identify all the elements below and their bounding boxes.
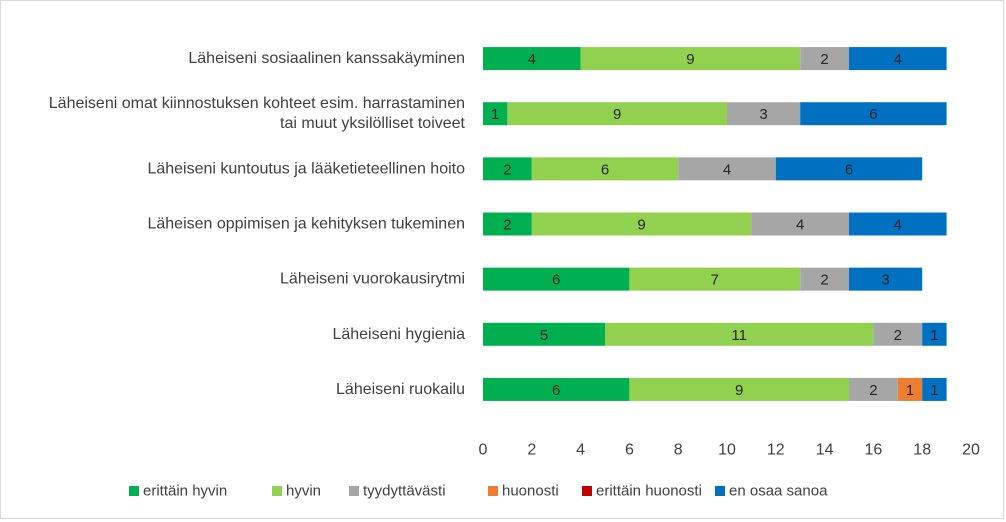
legend-swatch	[129, 486, 139, 496]
bar-segment	[849, 47, 947, 71]
legend-label: tyydyttävästi	[363, 483, 446, 500]
data-label: 6	[601, 161, 609, 178]
data-label: 9	[637, 217, 645, 234]
data-label: 2	[869, 382, 877, 399]
data-label: 7	[711, 272, 719, 289]
category-label: Läheiseni hygienia	[332, 326, 465, 343]
data-label: 2	[503, 161, 511, 178]
x-tick-label: 16	[865, 442, 883, 459]
legend-swatch	[349, 486, 359, 496]
legend-label: erittäin hyvin	[143, 483, 227, 500]
bar-segment	[727, 102, 801, 126]
bar-segment	[483, 322, 605, 346]
bar-segment	[580, 47, 801, 71]
category-label: Läheiseni sosiaalinen kanssakäyminen	[188, 50, 465, 67]
category-labels: Läheiseni sosiaalinen kanssakäyminen Lähe…	[49, 50, 466, 398]
bar-segment	[483, 157, 532, 181]
data-label: 6	[552, 272, 560, 289]
bar-segment	[629, 267, 801, 291]
data-label: 3	[759, 106, 767, 123]
data-label: 1	[906, 382, 914, 399]
x-tick-label: 20	[962, 442, 980, 459]
category-label: Läheiseni kuntoutus ja lääketieteellinen…	[147, 160, 465, 177]
legend-swatch	[582, 486, 592, 496]
bar-segment	[751, 212, 849, 236]
data-label: 2	[503, 217, 511, 234]
data-label: 6	[552, 382, 560, 399]
bar-segment	[605, 322, 874, 346]
bar-segment	[483, 267, 630, 291]
bar-segment	[531, 157, 679, 181]
category-label: tai muut yksilölliset toiveet	[280, 115, 466, 132]
data-label: 4	[528, 51, 536, 68]
bar-segment	[849, 267, 923, 291]
x-tick-label: 6	[625, 442, 634, 459]
data-label: 2	[820, 272, 828, 289]
legend: erittäin hyvin hyvin tyydyttävästi huonosti…	[129, 483, 828, 500]
x-axis: 0 2 4 6 8 10 12 14 16 18 20	[479, 442, 980, 459]
data-label: 1	[930, 327, 938, 344]
legend-label: hyvin	[286, 483, 321, 500]
x-tick-label: 14	[816, 442, 834, 459]
data-label: 3	[881, 272, 889, 289]
bar-segment	[849, 212, 947, 236]
bar-segment	[897, 377, 923, 401]
data-label: 4	[894, 217, 902, 234]
x-tick-label: 10	[718, 442, 736, 459]
data-label: 9	[686, 51, 694, 68]
data-label: 9	[735, 382, 743, 399]
bar-segment	[483, 102, 508, 126]
x-tick-label: 8	[674, 442, 683, 459]
bar-segment	[800, 267, 849, 291]
bar-segment	[800, 47, 849, 71]
x-tick-label: 2	[527, 442, 536, 459]
data-label: 2	[894, 327, 902, 344]
bar-segment	[629, 377, 849, 401]
x-tick-label: 0	[479, 442, 488, 459]
x-tick-label: 4	[576, 442, 585, 459]
category-label: Läheiseni vuorokausirytmi	[280, 271, 465, 288]
bar-segment	[678, 157, 776, 181]
data-label: 5	[540, 327, 548, 344]
bar-segment	[483, 47, 581, 71]
data-label: 11	[731, 327, 747, 344]
data-label: 4	[796, 217, 804, 234]
data-label: 6	[869, 106, 877, 123]
category-label: Läheisen oppimisen ja kehityksen tukemin…	[147, 216, 465, 233]
legend-label: en osaa sanoa	[729, 483, 828, 500]
category-label: Läheiseni ruokailu	[336, 381, 465, 398]
data-label: 4	[723, 161, 731, 178]
bar-segment	[849, 377, 898, 401]
bar-segment	[800, 102, 947, 126]
bar-segment	[775, 157, 923, 181]
bar-segment	[531, 212, 752, 236]
legend-label: huonosti	[502, 483, 559, 500]
bar-segment	[922, 322, 947, 346]
bar-segment	[483, 377, 630, 401]
data-label: 9	[613, 106, 621, 123]
bar-segment	[507, 102, 727, 126]
bar-segment	[922, 377, 947, 401]
legend-swatch	[272, 486, 282, 496]
category-label: Läheiseni omat kiinnostuksen kohteet esi…	[49, 95, 465, 112]
bar-segment	[483, 212, 532, 236]
legend-label: erittäin huonosti	[596, 483, 702, 500]
legend-swatch	[488, 486, 498, 496]
legend-swatch	[715, 486, 725, 496]
data-label: 2	[820, 51, 828, 68]
bars: 4 9 2 41 9 3 62 6 4 62 9 4 46 7 2 35 11 2 16 9 2 1 1	[483, 47, 947, 401]
x-tick-label: 12	[767, 442, 785, 459]
bar-segment	[873, 322, 923, 346]
x-tick-label: 18	[913, 442, 931, 459]
data-label: 4	[894, 51, 902, 68]
data-label: 1	[491, 106, 499, 123]
data-label: 6	[845, 161, 853, 178]
data-label: 1	[930, 382, 938, 399]
